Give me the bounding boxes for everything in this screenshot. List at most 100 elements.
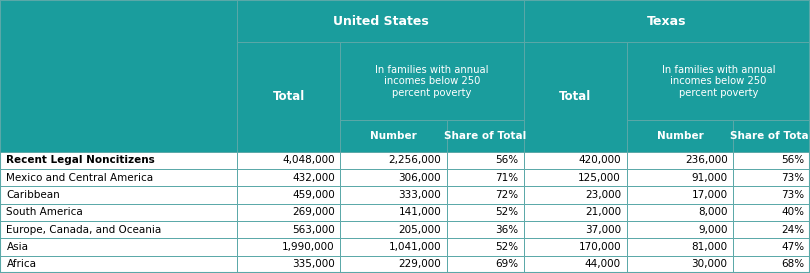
Text: 91,000: 91,000: [692, 173, 727, 183]
Bar: [0, 221, 237, 238]
Text: 306,000: 306,000: [399, 173, 441, 183]
Text: 68%: 68%: [781, 259, 804, 269]
Text: Asia: Asia: [6, 242, 28, 252]
Text: United States: United States: [333, 15, 428, 28]
Bar: [524, 169, 627, 186]
Bar: [627, 221, 733, 238]
Bar: [340, 152, 447, 169]
Text: 56%: 56%: [495, 155, 518, 165]
Text: 30,000: 30,000: [692, 259, 727, 269]
Text: 4,048,000: 4,048,000: [282, 155, 335, 165]
Text: 73%: 73%: [781, 173, 804, 183]
Bar: [524, 256, 627, 273]
Text: 236,000: 236,000: [684, 155, 727, 165]
Bar: [627, 256, 733, 273]
Text: Total: Total: [559, 90, 591, 103]
Text: Number: Number: [657, 131, 703, 141]
Bar: [0, 169, 237, 186]
Text: 125,000: 125,000: [578, 173, 621, 183]
Text: 69%: 69%: [495, 259, 518, 269]
Bar: [237, 169, 340, 186]
Bar: [447, 221, 524, 238]
Text: Texas: Texas: [647, 15, 687, 28]
Text: Recent Legal Noncitizens: Recent Legal Noncitizens: [6, 155, 156, 165]
Bar: [447, 186, 524, 204]
Text: 72%: 72%: [495, 190, 518, 200]
Bar: [340, 186, 447, 204]
Text: 141,000: 141,000: [399, 207, 441, 217]
Bar: [237, 186, 340, 204]
Bar: [524, 0, 810, 42]
Bar: [340, 204, 447, 221]
Bar: [237, 256, 340, 273]
Text: 420,000: 420,000: [578, 155, 621, 165]
Bar: [627, 120, 733, 152]
Text: 205,000: 205,000: [399, 225, 441, 235]
Bar: [733, 186, 810, 204]
Bar: [524, 152, 627, 169]
Bar: [733, 169, 810, 186]
Bar: [733, 256, 810, 273]
Text: Share of Total: Share of Total: [731, 131, 810, 141]
Bar: [627, 238, 733, 256]
Text: 1,041,000: 1,041,000: [389, 242, 441, 252]
Bar: [0, 238, 237, 256]
Bar: [627, 42, 810, 120]
Text: 21,000: 21,000: [585, 207, 621, 217]
Bar: [237, 204, 340, 221]
Text: 73%: 73%: [781, 190, 804, 200]
Bar: [627, 152, 733, 169]
Bar: [447, 152, 524, 169]
Bar: [733, 204, 810, 221]
Bar: [0, 152, 237, 169]
Text: 52%: 52%: [495, 207, 518, 217]
Text: Number: Number: [370, 131, 417, 141]
Text: South America: South America: [6, 207, 83, 217]
Bar: [447, 169, 524, 186]
Bar: [627, 169, 733, 186]
Bar: [447, 256, 524, 273]
Bar: [0, 256, 237, 273]
Text: 269,000: 269,000: [292, 207, 335, 217]
Text: 333,000: 333,000: [399, 190, 441, 200]
Text: 459,000: 459,000: [292, 190, 335, 200]
Bar: [237, 0, 524, 42]
Bar: [237, 152, 340, 169]
Bar: [237, 221, 340, 238]
Bar: [524, 221, 627, 238]
Text: In families with annual
incomes below 250
percent poverty: In families with annual incomes below 25…: [375, 65, 488, 98]
Bar: [0, 186, 237, 204]
Bar: [524, 186, 627, 204]
Text: 23,000: 23,000: [585, 190, 621, 200]
Bar: [0, 204, 237, 221]
Text: 37,000: 37,000: [585, 225, 621, 235]
Text: 563,000: 563,000: [292, 225, 335, 235]
Text: Mexico and Central America: Mexico and Central America: [6, 173, 154, 183]
Bar: [0, 0, 237, 152]
Text: 81,000: 81,000: [692, 242, 727, 252]
Text: Europe, Canada, and Oceania: Europe, Canada, and Oceania: [6, 225, 162, 235]
Bar: [524, 204, 627, 221]
Bar: [524, 238, 627, 256]
Text: Share of Total: Share of Total: [444, 131, 526, 141]
Bar: [237, 42, 340, 152]
Bar: [733, 152, 810, 169]
Bar: [733, 221, 810, 238]
Text: 8,000: 8,000: [698, 207, 727, 217]
Text: 1,990,000: 1,990,000: [282, 242, 335, 252]
Text: 9,000: 9,000: [698, 225, 727, 235]
Text: 71%: 71%: [495, 173, 518, 183]
Text: 24%: 24%: [781, 225, 804, 235]
Bar: [447, 238, 524, 256]
Bar: [237, 238, 340, 256]
Text: Caribbean: Caribbean: [6, 190, 60, 200]
Text: 36%: 36%: [495, 225, 518, 235]
Text: Total: Total: [273, 90, 305, 103]
Text: 432,000: 432,000: [292, 173, 335, 183]
Text: 17,000: 17,000: [692, 190, 727, 200]
Text: 335,000: 335,000: [292, 259, 335, 269]
Bar: [447, 120, 524, 152]
Text: In families with annual
incomes below 250
percent poverty: In families with annual incomes below 25…: [662, 65, 775, 98]
Bar: [340, 256, 447, 273]
Bar: [627, 186, 733, 204]
